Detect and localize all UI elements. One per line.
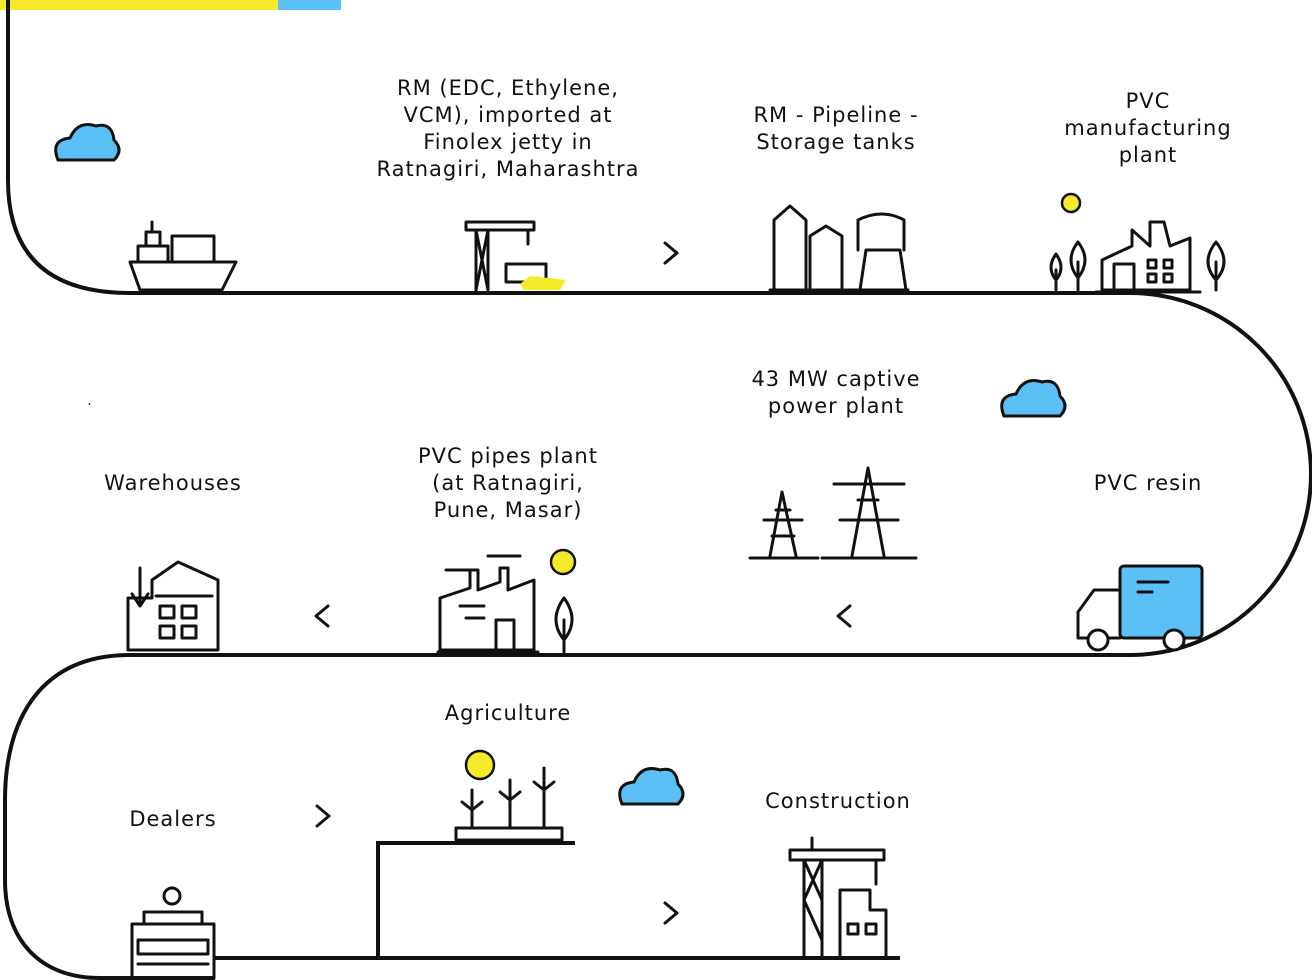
chevrons bbox=[316, 243, 850, 923]
step-label: PVC pipes plant (at Ratnagiri, Pune, Mas… bbox=[348, 443, 668, 524]
step-label: RM (EDC, Ethylene, VCM), imported at Fin… bbox=[348, 75, 668, 183]
page: RM (EDC, Ethylene, VCM), imported at Fin… bbox=[0, 0, 1312, 980]
step-label: PVC resin bbox=[988, 470, 1308, 497]
step-label: Agriculture bbox=[348, 700, 668, 727]
step-label: 43 MW captive power plant bbox=[676, 366, 996, 420]
step-label: Dealers bbox=[13, 806, 333, 833]
step-label: RM - Pipeline - Storage tanks bbox=[676, 102, 996, 156]
stray-mark: . bbox=[0, 388, 250, 415]
step-label: Warehouses bbox=[13, 470, 333, 497]
step-label: PVC manufacturing plant bbox=[988, 88, 1308, 169]
step-label: Construction bbox=[678, 788, 998, 815]
header-tag bbox=[0, 0, 278, 10]
icons bbox=[128, 206, 1224, 978]
header-icon bbox=[278, 0, 341, 10]
